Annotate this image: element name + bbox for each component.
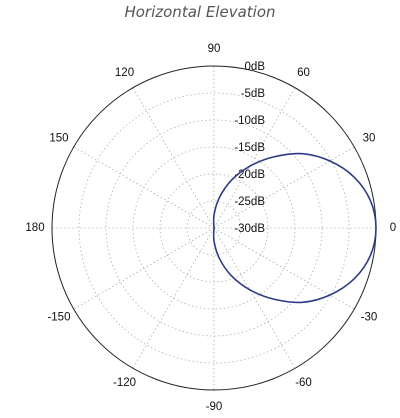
radial-tick-label: -15dB xyxy=(234,142,265,154)
radial-tick-label: -25dB xyxy=(234,196,265,208)
angle-tick-label: -60 xyxy=(295,377,312,389)
grid-spoke xyxy=(132,87,215,229)
chart-title: Horizontal Elevation xyxy=(124,3,276,21)
radiation-pattern-line xyxy=(212,152,377,304)
grid-spoke xyxy=(73,146,215,229)
radial-tick-label: -5dB xyxy=(241,88,266,100)
grid-spoke xyxy=(213,227,355,310)
radial-tick-label: -10dB xyxy=(234,115,265,127)
angle-tick-label: 0 xyxy=(390,222,396,234)
radial-tick-label: -20dB xyxy=(234,169,265,181)
grid-spoke xyxy=(213,227,296,369)
angle-tick-label: -30 xyxy=(361,312,378,324)
angle-tick-label: 30 xyxy=(363,133,376,145)
angle-tick-label: -120 xyxy=(113,377,136,389)
grid-spoke xyxy=(73,227,215,310)
radial-tick-label: -30dB xyxy=(234,223,265,235)
angle-tick-label: 60 xyxy=(297,67,310,79)
polar-labels: 0 30 60 90 120 150 180 -150 -120 -90 -60 -30 0dB -5dB… xyxy=(25,43,396,413)
radial-tick-label: 0dB xyxy=(245,61,266,73)
grid-ring xyxy=(186,200,242,256)
grid-ring xyxy=(159,173,269,283)
angle-tick-label: 180 xyxy=(25,222,44,234)
grid-spoke xyxy=(132,227,215,369)
angle-tick-label: -90 xyxy=(206,401,223,413)
grid-ring xyxy=(78,92,350,364)
grid-spoke xyxy=(213,87,296,229)
angle-tick-label: -150 xyxy=(47,312,70,324)
angle-tick-label: 150 xyxy=(49,133,68,145)
angle-tick-label: 90 xyxy=(208,43,221,55)
series-layer xyxy=(212,152,377,304)
grid-spoke xyxy=(213,146,355,229)
angle-tick-label: 120 xyxy=(115,67,134,79)
